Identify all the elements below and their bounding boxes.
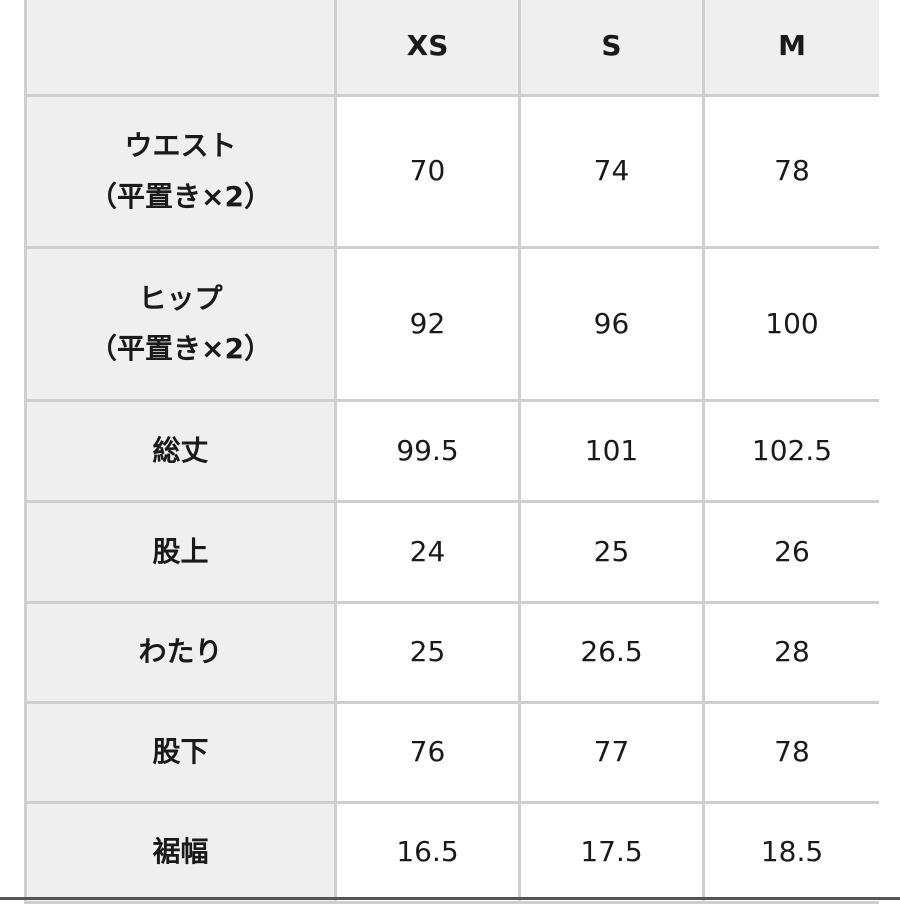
row-label: 裾幅 (27, 804, 337, 904)
row-label-text: わたり (138, 635, 223, 669)
column-header-m: M (705, 0, 879, 97)
table-cell: 16.5 (337, 804, 521, 904)
table-cell: 70 (337, 97, 521, 249)
table-cell: 100 (705, 249, 879, 402)
row-label: ウエスト （平置き×2） (27, 97, 337, 249)
table-cell: 78 (705, 97, 879, 249)
row-label: ヒップ （平置き×2） (27, 249, 337, 402)
table-cell: 99.5 (337, 402, 521, 503)
row-label: 股上 (27, 503, 337, 604)
table-cell: 92 (337, 249, 521, 402)
bottom-divider (0, 897, 900, 900)
row-label-text: ヒップ (138, 281, 223, 315)
table-cell: 74 (521, 97, 705, 249)
corner-cell (27, 0, 337, 97)
table-cell: 96 (521, 249, 705, 402)
row-label-text: 股下 (152, 735, 209, 769)
table-cell: 24 (337, 503, 521, 604)
size-table: XS S M ウエスト （平置き×2） 70 74 78 ヒップ （平置き×2） 92 96 100 総丈… (24, 0, 879, 904)
table-cell: 25 (337, 604, 521, 704)
table-cell: 26.5 (521, 604, 705, 704)
row-label: 総丈 (27, 402, 337, 503)
table-cell: 26 (705, 503, 879, 604)
row-label-sub: （平置き×2） (89, 179, 272, 213)
table-cell: 17.5 (521, 804, 705, 904)
row-label: 股下 (27, 704, 337, 804)
row-label-text: 股上 (152, 534, 209, 568)
table-cell: 18.5 (705, 804, 879, 904)
table-cell: 25 (521, 503, 705, 604)
table-cell: 78 (705, 704, 879, 804)
table-cell: 77 (521, 704, 705, 804)
table-cell: 28 (705, 604, 879, 704)
column-header-s: S (521, 0, 705, 97)
row-label-text: ウエスト (124, 129, 237, 163)
table-cell: 76 (337, 704, 521, 804)
table-cell: 101 (521, 402, 705, 503)
row-label-text: 総丈 (152, 433, 209, 467)
row-label: わたり (27, 604, 337, 704)
row-label-sub: （平置き×2） (89, 332, 272, 365)
column-header-xs: XS (337, 0, 521, 97)
table-cell: 102.5 (705, 402, 879, 503)
row-label-text: 裾幅 (152, 835, 209, 869)
